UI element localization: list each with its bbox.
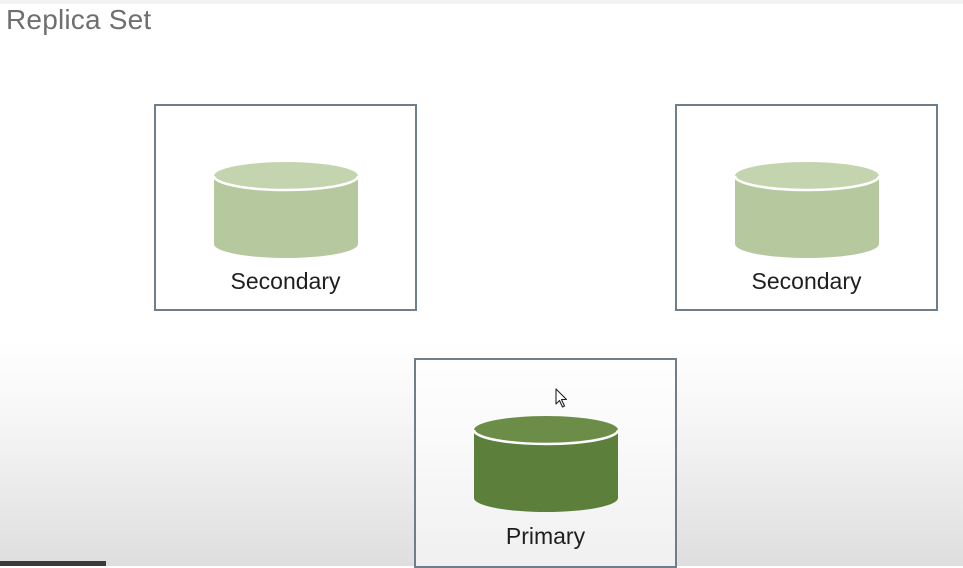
primary-node: Primary xyxy=(414,358,677,568)
node-label: Primary xyxy=(505,523,586,549)
database-icon xyxy=(733,162,881,258)
database-icon xyxy=(212,162,360,258)
top-strip xyxy=(0,0,963,4)
node-label: Secondary xyxy=(751,268,862,294)
database-icon xyxy=(472,416,620,512)
node-label: Secondary xyxy=(230,268,341,294)
secondary-node-right: Secondary xyxy=(675,104,938,311)
video-progress-bar xyxy=(0,561,106,566)
mouse-pointer-icon xyxy=(555,388,568,408)
secondary-node-left: Secondary xyxy=(154,104,417,311)
slide-title: Replica Set xyxy=(6,4,152,35)
